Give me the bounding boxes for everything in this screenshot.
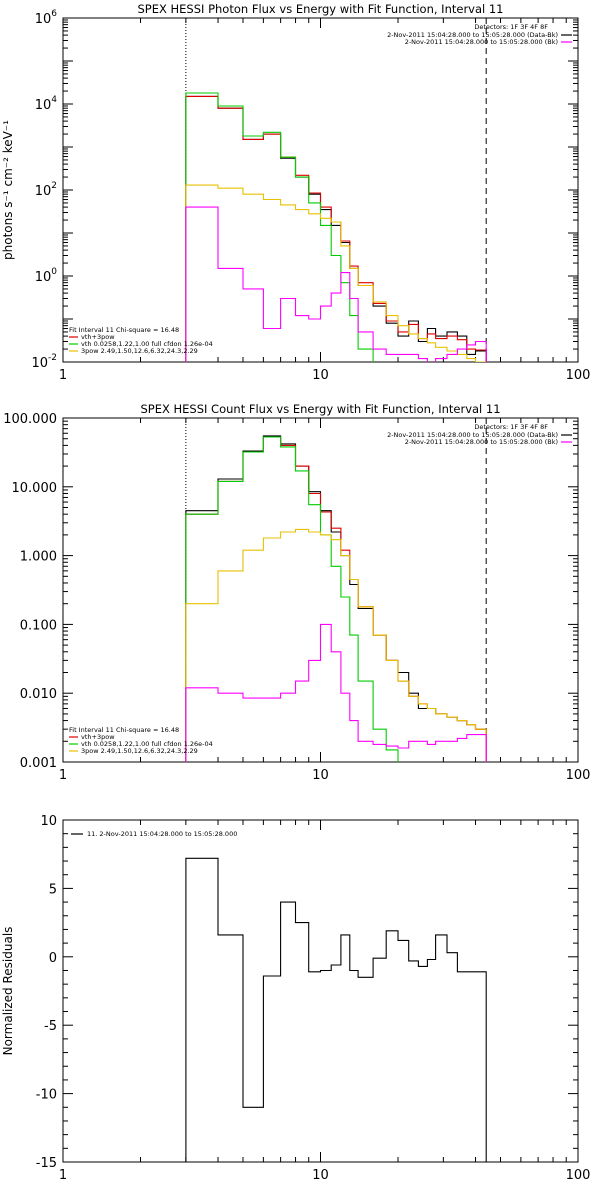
chart-title: SPEX HESSI Count Flux vs Energy with Fit…	[140, 402, 500, 416]
plot-data	[185, 18, 487, 362]
legend-entry-label: 11. 2-Nov-2011 15:04:28.000 to 15:05:28.…	[87, 830, 237, 838]
y-tick-exponent: 4	[51, 95, 57, 105]
fit-info: Fit Interval 11 Chi-square = 16.48	[69, 726, 179, 734]
y-tick-exponent: 0	[51, 267, 57, 277]
y-tick-label: -10	[36, 1088, 57, 1103]
y-tick-label: 1.000	[20, 550, 57, 565]
y-tick-label: 106	[35, 9, 58, 27]
residuals-panel: Normalized Residuals 1 10 100 -15 -10 -5 0 5 10 11…	[1, 814, 590, 1183]
y-tick-label: 10	[40, 814, 57, 829]
photon-flux-panel: SPEX HESSI Photon Flux vs Energy with Fi…	[1, 2, 590, 383]
y-axis-label: photons s⁻¹ cm⁻² keV⁻¹	[1, 120, 15, 260]
legend-entry-label: 2-Nov-2011 15:04:28.000 to 15:05:28.000 …	[405, 438, 558, 446]
plot-frame	[62, 819, 579, 1163]
series-line-0	[185, 857, 487, 1162]
y-tick-exponent: 6	[51, 9, 57, 19]
series-line-4	[185, 623, 487, 762]
legend-entry-label: vth 0.0258,1.22,1.00 full cfdon 1.26e-04	[81, 740, 213, 748]
y-tick-exponent: 2	[51, 181, 57, 191]
y-tick-label: 10.000	[12, 481, 58, 496]
x-tick-label: 10	[312, 768, 329, 783]
plot-frame	[62, 417, 579, 763]
series-line-2	[185, 92, 487, 362]
series-line-0	[185, 95, 487, 362]
y-tick-base: 10	[35, 270, 52, 285]
legend-entry-label: 2-Nov-2011 15:04:28.000 to 15:05:28.000 …	[387, 31, 558, 39]
count-flux-panel: SPEX HESSI Count Flux vs Energy with Fit…	[3, 402, 590, 783]
legend-entry-label: 2-Nov-2011 15:04:28.000 to 15:05:28.000 …	[405, 38, 558, 46]
series-line-3	[185, 528, 487, 762]
x-tick-label: 10	[312, 368, 329, 383]
y-tick-label: 10-2	[31, 353, 57, 371]
y-tick-label: 100.000	[3, 412, 57, 427]
x-tick-label: 1	[59, 768, 67, 783]
y-tick-base: 10	[35, 98, 52, 113]
series-line-0	[185, 435, 487, 762]
y-tick-base: 10	[31, 356, 48, 371]
x-tick-label: 10	[312, 1168, 329, 1183]
y-tick-label: 0.100	[20, 618, 57, 633]
legend-entry-label: 2-Nov-2011 15:04:28.000 to 15:05:28.000 …	[387, 431, 558, 439]
x-tick-label: 1	[59, 1168, 67, 1183]
x-tick-label: 100	[566, 368, 591, 383]
legend-title: Detectors: 1F 3F 4F 8F	[474, 423, 548, 431]
series-line-1	[185, 95, 487, 362]
y-tick-exponent: -2	[48, 353, 57, 363]
y-tick-label: 100	[35, 267, 58, 285]
y-tick-label: 102	[35, 181, 57, 199]
y-tick-label: 0	[49, 951, 57, 966]
x-tick-label: 100	[566, 768, 591, 783]
x-tick-label: 1	[59, 368, 67, 383]
series-line-2	[185, 436, 487, 762]
legend-entry-label: vth+3pow	[81, 333, 115, 341]
legend-entry-label: vth+3pow	[81, 733, 115, 741]
series-line-3	[185, 184, 487, 362]
y-tick-label: 5	[49, 882, 57, 897]
series-line-4	[185, 206, 487, 362]
y-tick-base: 10	[35, 12, 52, 27]
series-line-1	[185, 436, 487, 762]
plot-data	[185, 857, 487, 1162]
y-tick-label: -5	[44, 1019, 57, 1034]
y-axis-label: Normalized Residuals	[1, 927, 15, 1056]
y-tick-label: 0.010	[20, 687, 57, 702]
fit-info: Fit Interval 11 Chi-square = 16.48	[69, 326, 179, 334]
y-tick-label: 0.001	[20, 756, 57, 771]
legend-entry-label: 3pow 2.49,1.50,12.6,6.32,24.3,2.29	[81, 747, 198, 755]
y-tick-label: -15	[36, 1156, 57, 1171]
legend-title: Detectors: 1F 3F 4F 8F	[474, 23, 548, 31]
y-tick-base: 10	[35, 184, 52, 199]
x-tick-label: 100	[566, 1168, 591, 1183]
chart-title: SPEX HESSI Photon Flux vs Energy with Fi…	[137, 2, 503, 16]
plot-data	[185, 418, 487, 762]
legend-entry-label: vth 0.0258,1.22,1.00 full cfdon 1.26e-04	[81, 340, 213, 348]
legend-entry-label: 3pow 2.49,1.50,12.6,6.32,24.3,2.29	[81, 347, 198, 355]
y-tick-label: 104	[35, 95, 58, 113]
